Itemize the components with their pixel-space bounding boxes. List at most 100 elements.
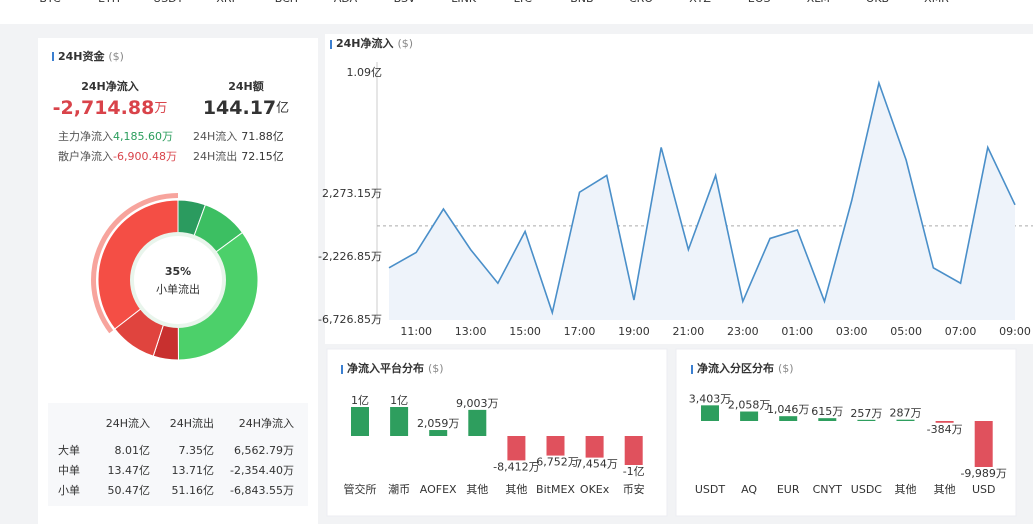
detail-label: 24H流出: [193, 149, 237, 163]
detail: 散户净流入-6,900.48万: [58, 149, 177, 163]
x-tick-label: 15:00: [509, 325, 541, 338]
value-label: 2,058万: [728, 399, 771, 412]
tab[interactable]: USDT: [153, 0, 184, 5]
chart-title: 净流入平台分布 ($): [347, 361, 444, 375]
value-label: 2,059万: [417, 417, 460, 430]
tab[interactable]: LTC: [514, 0, 533, 5]
bar: [740, 411, 759, 421]
x-tick-label: 管交所: [344, 482, 377, 496]
chart-unit: ($): [778, 362, 794, 375]
table-cell: -2,354.40万: [230, 464, 294, 477]
x-tick-label: 其他: [466, 483, 488, 496]
detail-value: -6,900.48万: [113, 150, 177, 163]
x-tick-label: 09:00: [999, 325, 1031, 338]
tab[interactable]: BCH: [275, 0, 298, 5]
net-label: 24H净流入: [81, 79, 139, 93]
bar: [701, 405, 719, 421]
tab[interactable]: XMR: [924, 0, 949, 5]
value-label: 257万: [850, 407, 882, 420]
x-tick-label: USDT: [695, 483, 726, 496]
detail-value: 72.15亿: [241, 150, 284, 163]
x-tick-label: 其他: [895, 483, 917, 496]
chart-unit: ($): [398, 37, 414, 50]
detail-value: 4,185.60万: [113, 130, 173, 143]
x-tick-label: CNYT: [813, 483, 843, 496]
x-tick-label: 13:00: [455, 325, 487, 338]
x-tick-label: 11:00: [400, 325, 432, 338]
x-tick-label: 21:00: [673, 325, 705, 338]
area: [389, 83, 1015, 320]
value-label: 1,046万: [767, 403, 810, 416]
x-tick-label: 其他: [505, 483, 527, 496]
line: [388, 80, 1016, 316]
chart-unit: ($): [428, 362, 444, 375]
value-label: -8,412万: [493, 460, 539, 473]
donut-highlight: [90, 193, 178, 334]
x-tick-label: 01:00: [781, 325, 813, 338]
title-marker: [330, 40, 332, 49]
table-cell: 13.47亿: [108, 464, 151, 477]
tab[interactable]: BTC: [39, 0, 61, 5]
y-tick-label: -6,726.85万: [318, 313, 382, 326]
chart-title-text: 24H净流入: [336, 36, 394, 50]
donut-inner-ring: [130, 232, 226, 328]
x-tick-label: 其他: [934, 483, 956, 496]
x-tick-label: 潮币: [388, 482, 410, 496]
title-marker: [52, 52, 54, 61]
detail-label: 散户净流入: [58, 149, 113, 163]
tab[interactable]: XLM: [807, 0, 830, 5]
value-label: 287万: [890, 407, 922, 420]
title-marker: [691, 365, 693, 374]
value-label: 3,403万: [689, 392, 732, 405]
value-label: 615万: [811, 405, 843, 418]
value-label: 1亿: [351, 394, 369, 407]
value-label: 9,003万: [456, 397, 499, 410]
tab[interactable]: EOS: [748, 0, 771, 5]
bar: [624, 436, 643, 465]
detail-label: 主力净流入: [58, 129, 113, 143]
detail: 24H流出 72.15亿: [193, 149, 284, 163]
bar: [546, 436, 565, 456]
table-row-label: 中单: [58, 464, 80, 477]
tab[interactable]: BSV: [394, 0, 416, 5]
bar: [507, 436, 526, 461]
bar: [351, 407, 369, 436]
value-label: 1亿: [390, 394, 408, 407]
table-cell: 8.01亿: [115, 444, 151, 457]
tab[interactable]: ETH: [98, 0, 120, 5]
title-marker: [341, 365, 343, 374]
chart-title-text: 净流入分区分布: [697, 361, 774, 375]
table-cell: 7.35亿: [179, 444, 215, 457]
bar: [935, 421, 954, 423]
table-cell: 6,562.79万: [234, 444, 294, 457]
platform-panel: [326, 348, 668, 517]
table-cell: 51.16亿: [172, 484, 215, 497]
table-cell: -6,843.55万: [230, 484, 294, 497]
value-label: -1亿: [623, 465, 645, 478]
donut-percent: 35%: [165, 265, 191, 278]
tab[interactable]: XRP: [216, 0, 238, 5]
tab[interactable]: XTZ: [689, 0, 711, 5]
x-tick-label: 23:00: [727, 325, 759, 338]
tab[interactable]: OKB: [866, 0, 889, 5]
tab[interactable]: BNB: [570, 0, 593, 5]
detail: 主力净流入4,185.60万: [58, 129, 173, 143]
tab[interactable]: CRO: [629, 0, 653, 5]
bar: [468, 409, 487, 436]
bar: [390, 407, 409, 436]
region-panel: [675, 348, 1017, 517]
tab-bar: [0, 0, 1033, 24]
tab[interactable]: ADA: [334, 0, 358, 5]
y-tick-label: -2,226.85万: [318, 250, 382, 263]
table-row-label: 大单: [58, 443, 80, 457]
bar: [896, 419, 915, 421]
table-cell: 50.47亿: [108, 484, 151, 497]
table-bg: [48, 403, 308, 506]
y-tick-label: 2,273.15万: [322, 187, 382, 200]
tab[interactable]: LINK: [451, 0, 477, 5]
table-header: 24H净流入: [239, 416, 294, 430]
x-tick-label: EUR: [777, 483, 800, 496]
bar: [974, 421, 993, 467]
x-tick-label: AQ: [741, 483, 757, 496]
bar: [585, 436, 604, 458]
